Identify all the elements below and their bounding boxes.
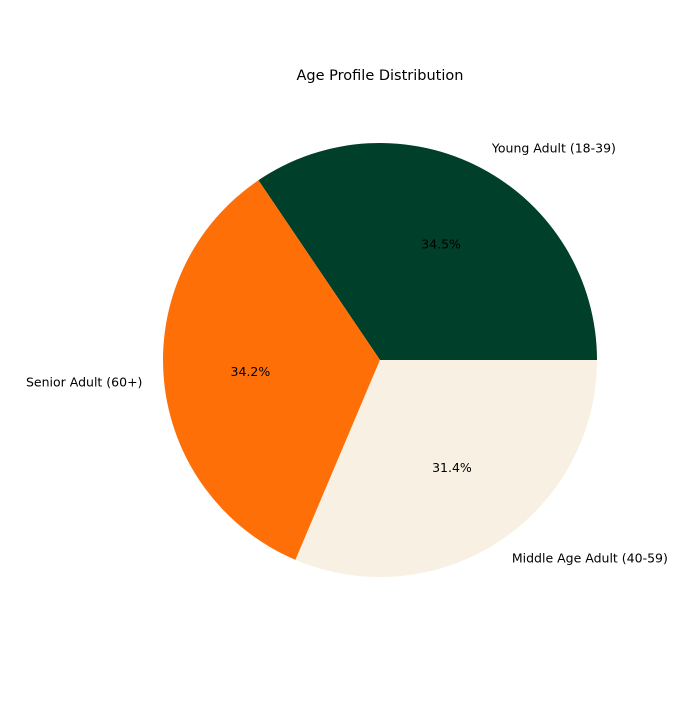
slice-label-1: Senior Adult (60+): [26, 375, 142, 390]
slice-percent-1: 34.2%: [231, 364, 271, 379]
chart-title: Age Profile Distribution: [297, 68, 464, 84]
slice-percent-2: 31.4%: [432, 460, 472, 475]
pie-labels: Young Adult (18-39) 34.5% Senior Adult (60…: [26, 141, 668, 566]
slice-label-2: Middle Age Adult (40-59): [512, 550, 668, 565]
pie-slices: [163, 143, 597, 577]
pie-slice-2: [295, 360, 597, 577]
pie-slice-1: [163, 180, 380, 560]
slice-percent-0: 34.5%: [421, 236, 461, 251]
slice-label-0: Young Adult (18-39): [491, 141, 616, 156]
pie-slice-0: [258, 143, 597, 360]
